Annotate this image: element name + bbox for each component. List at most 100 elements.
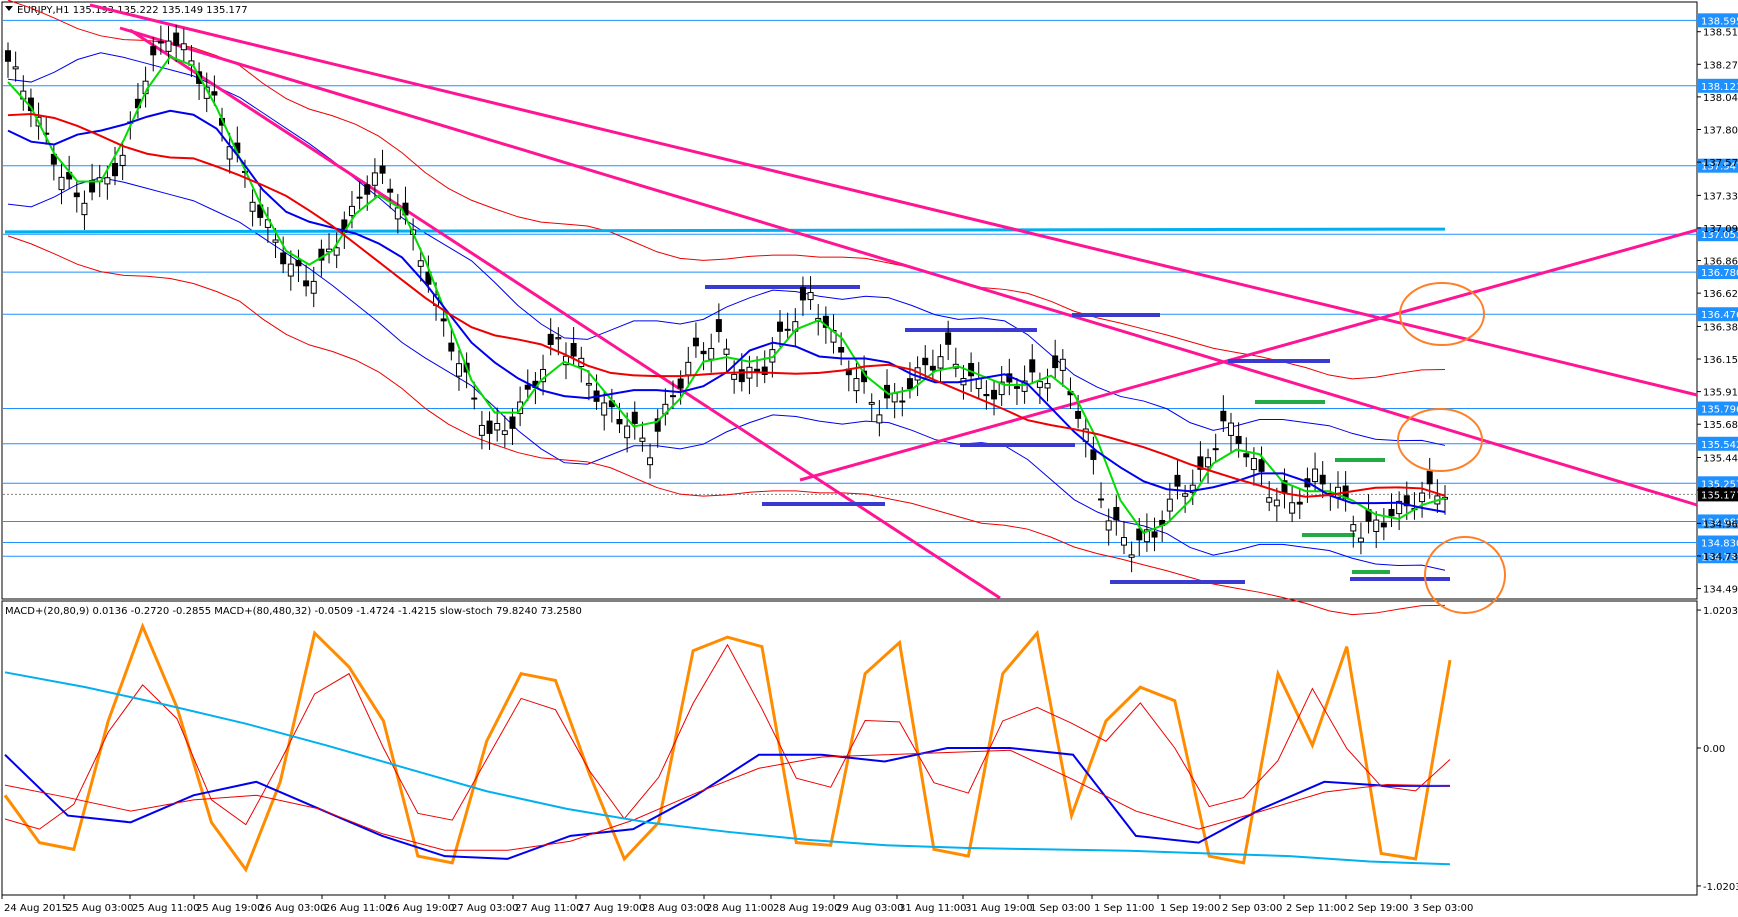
time-tick-label: 28 Aug 19:00 [773, 903, 840, 914]
candle-body [784, 328, 791, 331]
candle-body [387, 188, 394, 193]
price-tick-label: 136.153 [1703, 355, 1738, 366]
price-tick-label: 137.573 [1703, 158, 1738, 169]
time-tick-label: 25 Aug 11:00 [132, 903, 199, 914]
candle-body [211, 91, 218, 96]
candle-body [1013, 386, 1020, 389]
price-tick-label: 137.333 [1703, 191, 1738, 202]
level-badge [1698, 307, 1738, 322]
candle-body [249, 201, 256, 212]
candle-body [440, 318, 447, 322]
macd-80-480-32-line [4, 671, 1451, 866]
candle-body [1250, 457, 1257, 471]
moving-averages [7, 55, 1446, 535]
price-tick-label: 135.208 [1703, 486, 1738, 497]
candle-body [1205, 457, 1212, 468]
candle-body [1174, 474, 1181, 487]
price-tick-label: 135.443 [1703, 454, 1738, 465]
candle-body [1029, 359, 1036, 373]
last-price-label: 135.177 [1701, 490, 1738, 501]
candle-body [1380, 522, 1387, 528]
candle-body [562, 355, 569, 366]
candle-body [968, 363, 975, 377]
candle-body [570, 343, 577, 357]
candle-body [1105, 520, 1112, 531]
candle-body [333, 247, 340, 256]
candle-body [677, 378, 684, 389]
slow-stoch-signal-line [4, 643, 1451, 830]
level-badge-label: 136.780 [1701, 268, 1738, 279]
support-marks [705, 285, 1450, 584]
candle-body [73, 192, 80, 198]
time-tick-label: 31 Aug 19:00 [965, 903, 1032, 914]
candle-body [822, 315, 829, 328]
level-badge-label: 135.796 [1701, 405, 1738, 416]
highlight-circle [1399, 282, 1485, 346]
time-tick-label: 3 Sep 03:00 [1413, 903, 1473, 914]
candle-body [1098, 498, 1105, 501]
candle-body [157, 40, 164, 44]
last-price-badge [1698, 487, 1738, 502]
candle-body [494, 422, 501, 431]
price-tick-label: 135.683 [1703, 420, 1738, 431]
candle-body [654, 418, 661, 432]
candle-body [731, 373, 738, 380]
candle-body [723, 348, 730, 355]
candle-body [448, 342, 455, 352]
indicator-tick-label: 1.0203 [1703, 606, 1738, 617]
candle-body [761, 366, 768, 375]
indicator-tick-label: 0.00 [1703, 744, 1725, 755]
candle-body [899, 400, 906, 403]
candle-body [1243, 453, 1250, 458]
candle-body [1419, 492, 1426, 503]
price-tick-label: 134.498 [1703, 585, 1738, 596]
level-badge [1698, 535, 1738, 550]
level-badge [1698, 514, 1738, 529]
candle-body [5, 50, 11, 62]
candle-body [486, 420, 493, 434]
candle-body [906, 378, 913, 390]
candle-body [471, 397, 478, 400]
candle-body [1289, 502, 1296, 514]
candle-body [1312, 468, 1319, 483]
candle-body [1319, 474, 1326, 485]
level-badge [1698, 78, 1738, 93]
candle-body [1128, 554, 1135, 558]
dropdown-triangle-icon[interactable] [5, 6, 13, 11]
candle-body [807, 292, 814, 301]
candle-body [1044, 383, 1051, 389]
candle-body [119, 154, 126, 166]
macd-20-80-9-signal-line [4, 749, 1451, 851]
candle-body [180, 43, 187, 51]
level-badge-label: 134.830 [1701, 539, 1738, 550]
price-tick-label: 138.278 [1703, 60, 1738, 71]
indicator-axis: 1.0203 0.00 -1.0203 [1697, 606, 1738, 893]
candle-body [868, 401, 875, 405]
price-axis: 138.595 138.123 137.547 137.053 136.780 136.4… [1697, 13, 1738, 596]
candle-body [1036, 381, 1043, 388]
time-tick-label: 1 Sep 03:00 [1030, 903, 1090, 914]
candle-body [937, 356, 944, 369]
candle-body [1296, 501, 1303, 505]
price-tick-label: 136.863 [1703, 257, 1738, 268]
time-tick-label: 25 Aug 19:00 [196, 903, 263, 914]
time-tick-label: 25 Aug 03:00 [66, 903, 133, 914]
candle-body [799, 287, 806, 301]
candle-body [280, 252, 287, 265]
price-tick-label: 134.733 [1703, 552, 1738, 563]
price-tick-label: 137.098 [1703, 224, 1738, 235]
candle-body [624, 425, 631, 439]
candle-body [1220, 410, 1227, 422]
candle-body [669, 395, 676, 398]
ma-slow-line [7, 112, 1446, 498]
bb-lower [7, 177, 1446, 571]
price-tick-label: 138.043 [1703, 93, 1738, 104]
time-tick-label: 26 Aug 11:00 [324, 903, 391, 914]
candle-body [371, 172, 378, 186]
time-tick-label: 31 Aug 11:00 [899, 903, 966, 914]
candle-body [585, 382, 592, 386]
time-tick-label: 1 Sep 11:00 [1094, 903, 1154, 914]
candle-body [1021, 380, 1028, 392]
